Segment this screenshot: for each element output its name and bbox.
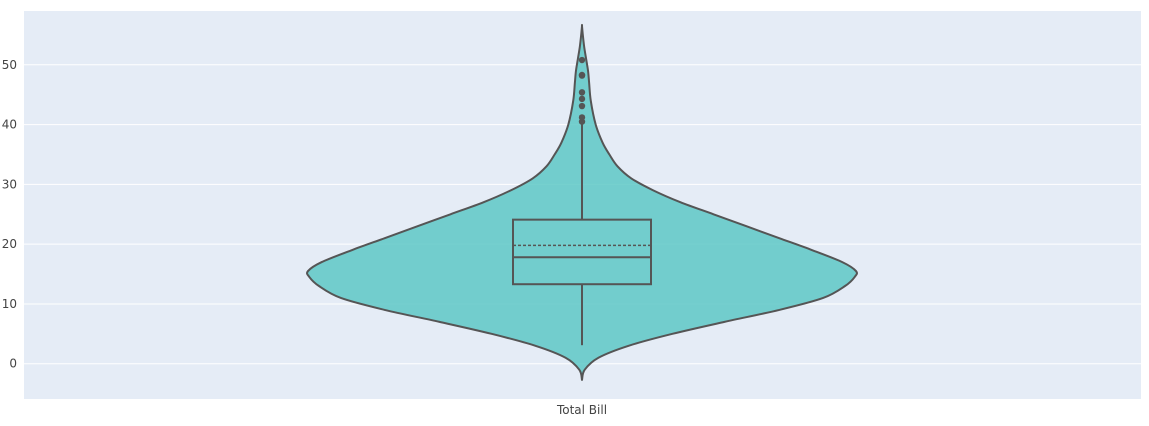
y-axis-tick-labels: 0 10 20 30 40 50 (2, 58, 17, 371)
y-tick-label-20: 20 (2, 237, 17, 251)
y-tick-label-0: 0 (9, 357, 17, 371)
x-tick-label-0: Total Bill (556, 403, 607, 417)
y-tick-label-40: 40 (2, 118, 17, 132)
outlier-point-2 (578, 102, 586, 110)
x-axis-tick-labels: Total Bill (556, 403, 607, 417)
outlier-point-4 (578, 89, 586, 96)
outlier-point-7 (578, 56, 586, 64)
y-tick-label-50: 50 (2, 58, 17, 72)
box-iqr (512, 218, 652, 286)
outlier-point-1 (578, 114, 586, 121)
y-tick-label-10: 10 (2, 297, 17, 311)
y-tick-label-30: 30 (2, 177, 17, 191)
outlier-point-3 (578, 95, 586, 103)
violin-layer (306, 23, 858, 381)
outlier-point-6 (578, 71, 586, 79)
